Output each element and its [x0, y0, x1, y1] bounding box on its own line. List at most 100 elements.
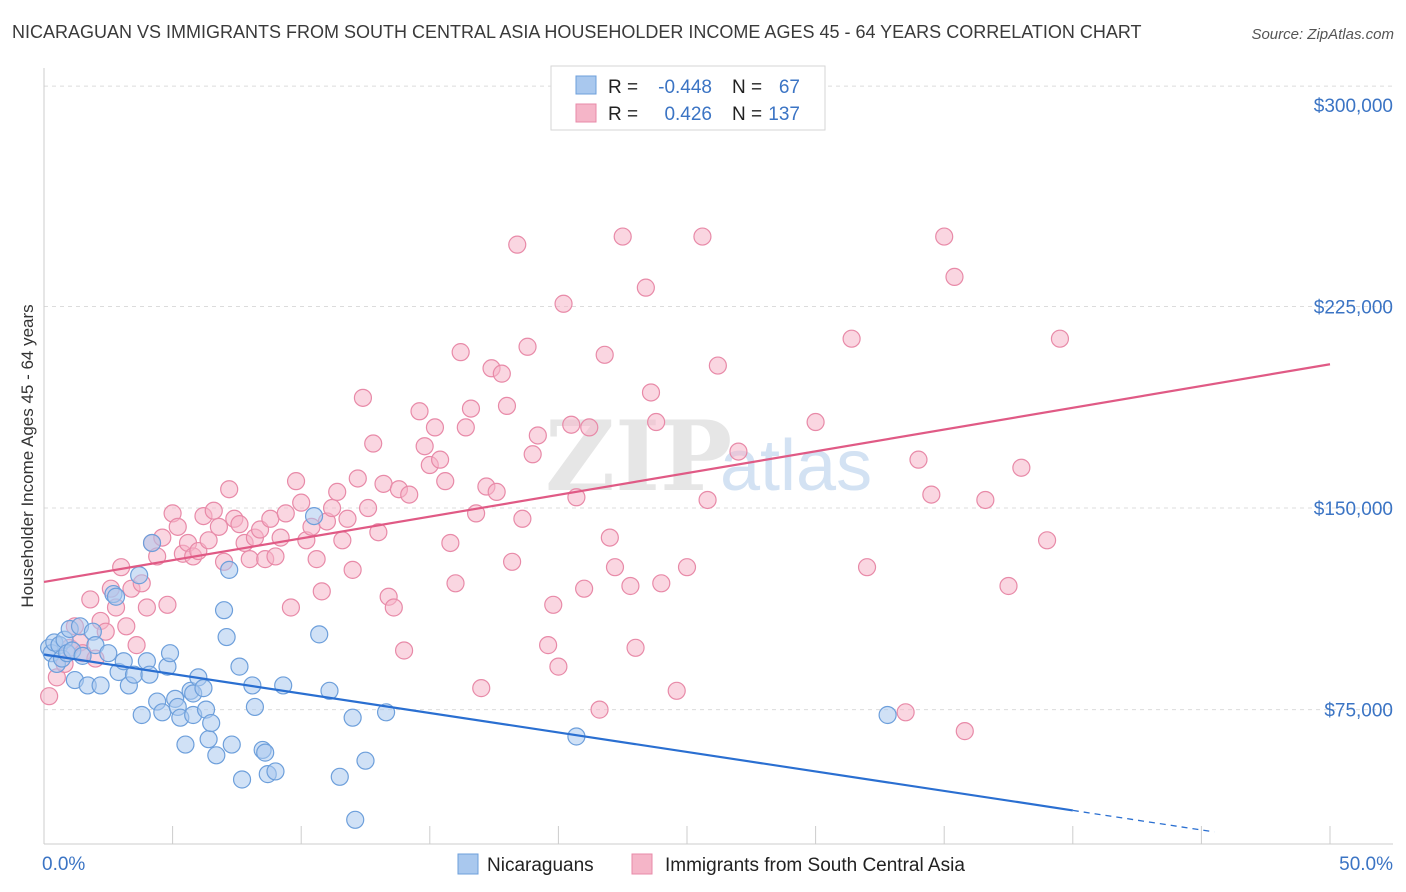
- nicaraguan-point-57: [266, 762, 285, 781]
- legend-n-label-1: N =: [732, 77, 762, 98]
- nicaraguan-point-50: [230, 657, 249, 676]
- immigrant-point-88: [503, 552, 522, 571]
- immigrant-point-104: [600, 528, 619, 547]
- immigrant-point-101: [580, 418, 599, 437]
- immigrant-point-109: [636, 278, 655, 297]
- immigrant-point-0: [40, 687, 59, 706]
- immigrant-point-36: [230, 515, 249, 534]
- immigrant-point-96: [549, 657, 568, 676]
- immigrant-point-103: [595, 345, 614, 364]
- nicaraguan-point-41: [194, 679, 213, 698]
- immigrant-point-47: [286, 472, 306, 491]
- immigrant-point-132: [1050, 329, 1070, 348]
- immigrant-point-124: [922, 485, 941, 504]
- legend-r-value-1: -0.448: [658, 77, 712, 98]
- nicaraguan-point-59: [304, 506, 324, 526]
- immigrant-point-86: [492, 364, 511, 383]
- legend-swatch-immigrants: [631, 853, 653, 875]
- immigrant-point-46: [281, 598, 301, 617]
- immigrant-point-78: [451, 343, 470, 362]
- y-tick-label-2: $225,000: [1314, 297, 1393, 318]
- nicaraguan-point-65: [356, 751, 375, 770]
- immigrant-point-38: [240, 550, 259, 569]
- legend-r-value-2: 0.426: [664, 104, 712, 125]
- nicaraguan-point-63: [343, 708, 362, 727]
- immigrant-point-128: [976, 490, 995, 510]
- immigrant-point-59: [348, 469, 367, 488]
- nicaraguan-point-36: [176, 735, 195, 754]
- immigrant-point-60: [353, 388, 373, 407]
- correlation-legend: R = -0.448 N = 67 R = 0.426 N = 137: [550, 65, 826, 131]
- immigrant-point-119: [806, 412, 825, 432]
- immigrant-point-31: [204, 501, 223, 520]
- nicaraguan-point-46: [214, 601, 234, 620]
- y-tick-label-3: $300,000: [1314, 96, 1393, 117]
- immigrant-point-73: [425, 418, 445, 437]
- immigrant-point-66: [384, 598, 403, 617]
- y-tick-label-1: $150,000: [1314, 499, 1393, 520]
- immigrant-point-43: [266, 547, 285, 566]
- immigrant-point-122: [896, 703, 915, 722]
- y-tick-labels: $75,000 $150,000 $225,000 $300,000: [1314, 96, 1393, 722]
- immigrant-point-106: [613, 227, 632, 246]
- trend-lines: [43, 363, 1331, 833]
- source-label: Source: ZipAtlas.com: [1251, 26, 1394, 43]
- axes: [43, 68, 1393, 845]
- nicaraguan-point-43: [199, 730, 218, 749]
- nicaraguan-point-30: [153, 703, 172, 722]
- immigrant-point-24: [168, 517, 187, 536]
- immigrant-point-105: [605, 558, 625, 577]
- nicaraguan-point-61: [320, 681, 339, 700]
- immigrant-point-93: [528, 426, 547, 445]
- nicaraguan-point-53: [245, 697, 265, 717]
- immigrant-point-125: [935, 227, 954, 246]
- y-tick-label-0: $75,000: [1324, 701, 1393, 722]
- immigrant-point-18: [137, 598, 156, 617]
- immigrant-point-127: [955, 722, 974, 741]
- immigrant-point-113: [667, 681, 686, 700]
- nicaraguan-point-44: [202, 713, 221, 733]
- immigrant-point-117: [708, 356, 727, 375]
- nicaraguan-point-49: [222, 735, 241, 754]
- immigrant-point-77: [446, 574, 465, 593]
- immigrant-point-107: [621, 576, 640, 596]
- nicaraguan-point-32: [160, 644, 180, 663]
- immigrant-point-100: [575, 579, 594, 598]
- immigrant-point-52: [312, 582, 331, 601]
- immigrant-point-68: [394, 641, 414, 660]
- watermark-atlas: atlas: [720, 426, 872, 506]
- immigrant-point-51: [307, 550, 326, 569]
- legend-swatch-nicaraguans: [457, 853, 479, 875]
- nicaraguan-point-25: [132, 705, 151, 725]
- nicaraguan-trend-extension: [1072, 809, 1215, 833]
- immigrant-point-108: [626, 638, 645, 657]
- nicaraguan-point-24: [130, 566, 149, 585]
- immigrant-point-79: [456, 418, 475, 437]
- immigrant-point-55: [328, 482, 347, 502]
- nicaraguan-trend-line: [43, 653, 1073, 812]
- immigrant-point-62: [364, 434, 383, 453]
- immigrant-point-71: [415, 437, 434, 456]
- immigrant-point-129: [999, 576, 1018, 596]
- immigrant-point-58: [343, 560, 362, 579]
- immigrant-point-87: [497, 396, 517, 416]
- legend-r-label-2: R =: [608, 104, 638, 125]
- immigrant-point-82: [472, 679, 491, 698]
- nicaraguan-point-68: [878, 705, 897, 725]
- nicaraguan-point-19: [106, 587, 126, 606]
- immigrant-point-54: [322, 498, 342, 518]
- immigrant-point-45: [276, 504, 295, 523]
- nicaraguan-point-16: [91, 676, 110, 695]
- immigrant-point-75: [436, 472, 455, 491]
- nicaraguan-point-62: [330, 767, 349, 786]
- scatter-points: [40, 227, 1070, 829]
- immigrant-point-42: [261, 509, 280, 528]
- immigrant-point-126: [945, 267, 964, 286]
- immigrant-point-63: [369, 523, 388, 542]
- immigrant-point-14: [117, 617, 136, 636]
- immigrant-point-56: [333, 531, 352, 550]
- immigrant-point-76: [441, 533, 460, 553]
- y-axis-label: Householder Income Ages 45 - 64 years: [18, 304, 37, 607]
